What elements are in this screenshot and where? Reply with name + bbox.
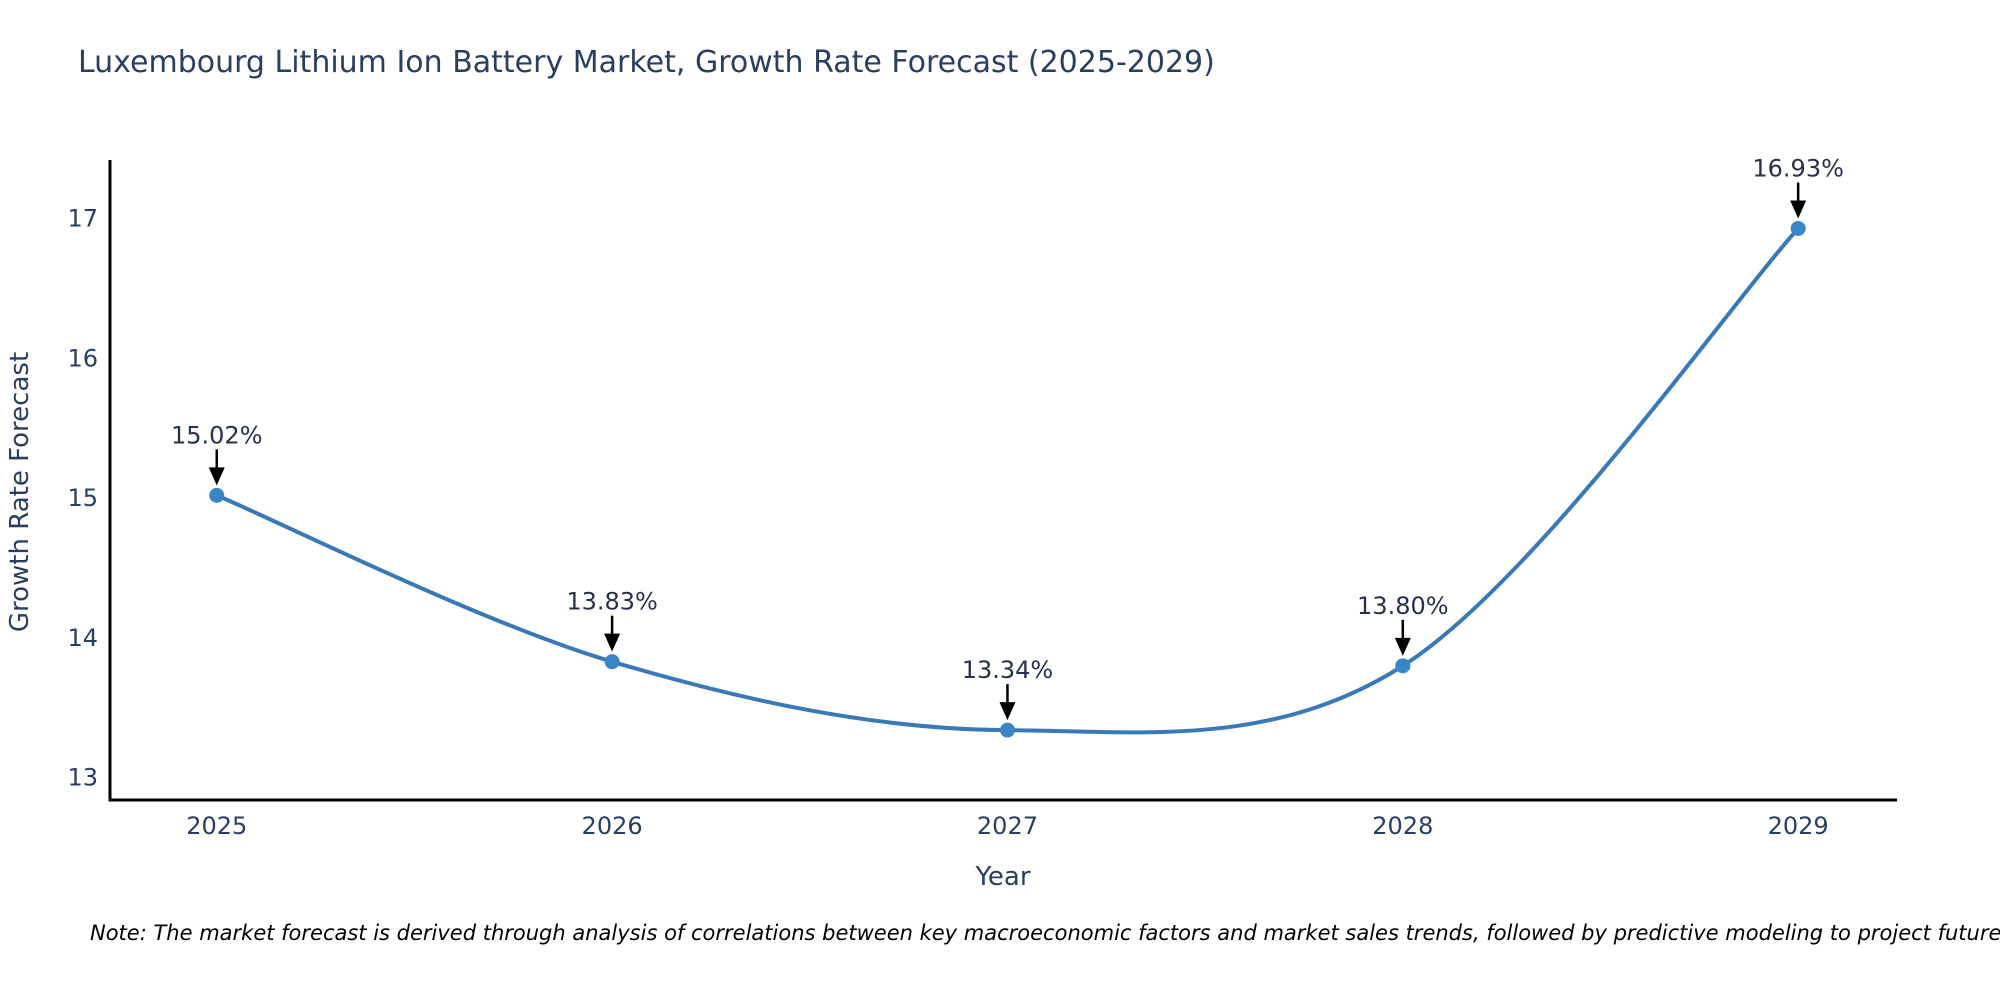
annotation-arrow-head-icon (999, 702, 1016, 721)
x-axis-title: Year (974, 862, 1030, 892)
x-tick-label: 2025 (186, 812, 247, 840)
y-tick-label: 14 (67, 624, 98, 652)
annotation-arrow-head-icon (1394, 637, 1411, 656)
y-axis-title: Growth Rate Forecast (5, 352, 35, 632)
annotation-arrow-head-icon (604, 633, 621, 652)
annotation-arrow-head-icon (208, 467, 225, 486)
x-tick-label: 2026 (582, 812, 643, 840)
y-tick-label: 13 (67, 764, 98, 792)
x-tick-label: 2029 (1768, 812, 1829, 840)
footnote: Note: The market forecast is derived thr… (90, 921, 2000, 945)
x-tick-label: 2027 (977, 812, 1038, 840)
point-annotation-label: 16.93% (1752, 154, 1844, 182)
point-annotation-label: 13.83% (566, 588, 658, 616)
point-annotation-label: 13.34% (962, 656, 1054, 684)
point-annotation-label: 15.02% (171, 421, 263, 449)
series-line (214, 226, 1801, 735)
y-tick-label: 17 (67, 205, 98, 233)
y-tick-label: 15 (67, 484, 98, 512)
point-annotation-label: 13.80% (1357, 592, 1449, 620)
data-point-marker (999, 722, 1015, 738)
y-tick-label: 16 (67, 344, 98, 372)
data-point-marker (604, 654, 620, 670)
data-point-marker (1790, 220, 1806, 236)
x-tick-label: 2028 (1372, 812, 1433, 840)
data-point-marker (1395, 658, 1411, 674)
plot-area: 13 14 15 16 17 2025 2026 2027 2028 2029 15.02% 13.8… (67, 154, 1897, 840)
data-point-marker (209, 487, 225, 503)
chart-title: Luxembourg Lithium Ion Battery Market, G… (78, 45, 1215, 80)
annotation-arrow-head-icon (1790, 200, 1807, 219)
